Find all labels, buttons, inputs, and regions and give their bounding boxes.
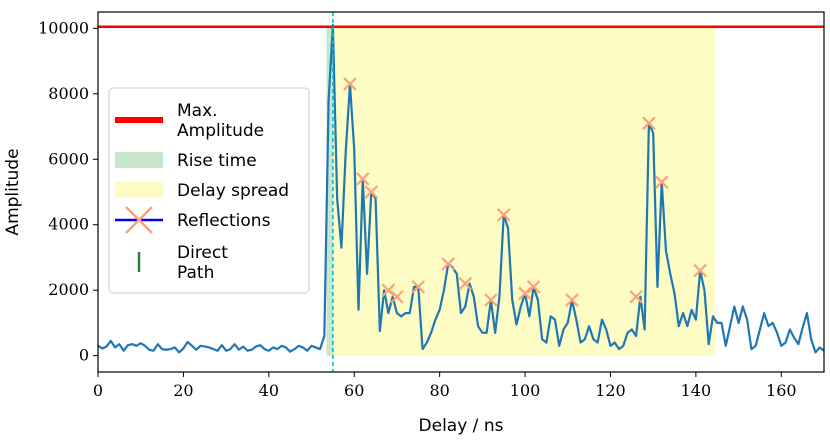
legend: Max.Amplitude Rise time Delay spread Reflec…: [108, 87, 310, 294]
reflection-marker: [411, 280, 426, 294]
legend-item-rise: Rise time: [115, 151, 257, 171]
legend-reflections-handle: [115, 206, 163, 234]
reflection-marker: [390, 289, 404, 304]
y-tick-label: 8000: [48, 84, 89, 103]
rise-time-band: [326, 26, 333, 356]
legend-label: Max.: [177, 101, 218, 121]
legend-rise-time-handle: [115, 152, 163, 168]
y-tick-label: 10000: [38, 18, 89, 37]
reflection-marker: [343, 77, 357, 91]
x-tick-label: 120: [595, 381, 626, 400]
plot-frame: [97, 11, 825, 373]
reflection-marker: [458, 276, 473, 291]
x-tick-label: 80: [429, 381, 449, 400]
reflection-marker: [518, 286, 532, 301]
reflection-marker: [642, 116, 656, 131]
y-tick-label: 2000: [48, 280, 89, 299]
legend-label: Amplitude: [177, 121, 264, 141]
series-line-0: [98, 23, 824, 354]
reflection-marker: [381, 283, 396, 297]
x-axis-label: Delay / ns: [419, 416, 504, 436]
reflection-marker: [654, 175, 669, 189]
x-tick-label: 100: [510, 381, 541, 400]
y-axis-label: Amplitude: [3, 148, 23, 235]
legend-label: Path: [177, 263, 214, 283]
x-tick-label: 40: [259, 381, 279, 400]
y-tick-label: 4000: [48, 215, 89, 234]
legend-label: Direct: [177, 243, 228, 263]
reflection-marker: [693, 263, 707, 278]
legend-item-spread: Delay spread: [115, 181, 289, 201]
legend-label: Reflections: [177, 211, 271, 231]
legend-item-refl: Reflections: [115, 206, 271, 234]
reflection-marker: [565, 293, 579, 307]
x-tick-label: 20: [173, 381, 193, 400]
legend-box: [108, 87, 310, 294]
legend-item-max: Max.Amplitude: [115, 101, 264, 141]
reflection-marker: [355, 172, 370, 186]
reflection-marker: [526, 280, 541, 294]
x-tick-label: 60: [344, 381, 364, 400]
reflection-marker: [629, 289, 643, 304]
x-tick-label: 0: [93, 381, 103, 400]
axes-layer: 0 20 40 60 80 100 120 140 160 0 2000 4000 6000 8000 10…: [38, 18, 796, 400]
x-tick-label: 160: [766, 381, 797, 400]
x-tick-label: 140: [681, 381, 712, 400]
y-tick-label: 0: [79, 346, 89, 365]
reflection-marker: [496, 208, 511, 222]
legend-label: Rise time: [177, 151, 257, 171]
reflection-marker: [484, 293, 498, 307]
y-tick-label: 6000: [48, 149, 89, 168]
legend-label: Delay spread: [177, 181, 289, 201]
reflection-marker: [441, 257, 455, 271]
legend-delay-spread-handle: [115, 182, 163, 198]
reflection-marker: [364, 185, 379, 199]
lines-layer: [98, 12, 824, 372]
markers-layer: [343, 77, 707, 307]
